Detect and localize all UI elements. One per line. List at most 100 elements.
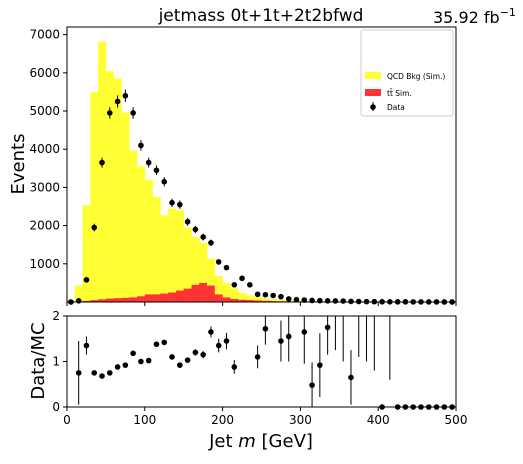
- data-point: [286, 296, 292, 302]
- ratio-point: [317, 362, 323, 368]
- ttbar-bar: [106, 299, 114, 302]
- ttbar-bar: [145, 294, 153, 302]
- ratio-point: [216, 343, 222, 349]
- ratio-point: [224, 338, 230, 344]
- ratio-point: [231, 364, 237, 370]
- x-label-var: m: [238, 431, 256, 452]
- qcd-bar: [114, 79, 122, 299]
- lumi-label: 35.92 fb−1: [433, 6, 516, 27]
- ratio-point: [107, 370, 113, 376]
- ratio-x-tick-label: 400: [367, 413, 390, 427]
- ratio-point: [177, 362, 183, 368]
- data-point: [224, 265, 230, 271]
- ratio-point: [161, 340, 167, 346]
- legend-data-marker: [370, 104, 376, 110]
- qcd-bar: [121, 113, 129, 298]
- ratio-point: [193, 350, 199, 356]
- ratio-point: [200, 352, 206, 358]
- ratio-point: [130, 351, 136, 357]
- data-point: [123, 93, 129, 99]
- qcd-bar: [215, 276, 223, 294]
- data-point: [138, 143, 144, 149]
- ttbar-bar: [191, 285, 199, 302]
- ratio-x-tick-label: 300: [289, 413, 312, 427]
- ttbar-bar: [114, 298, 122, 302]
- ratio-point: [84, 343, 90, 349]
- ratio-point: [208, 329, 214, 335]
- qcd-bar: [262, 299, 270, 301]
- qcd-bar: [223, 283, 231, 298]
- qcd-bar: [176, 210, 184, 290]
- data-point: [161, 179, 167, 185]
- qcd-bar: [230, 288, 238, 299]
- data-point: [154, 167, 160, 173]
- qcd-bar: [153, 197, 161, 294]
- ttbar-bar: [160, 294, 168, 302]
- ttbar-bar: [207, 286, 215, 302]
- ttbar-bar: [129, 297, 137, 302]
- qcd-bar: [160, 215, 168, 293]
- data-point: [247, 282, 253, 288]
- chart-title: jetmass 0t+1t+2t2bfwd: [158, 6, 364, 26]
- ratio-point: [255, 354, 261, 360]
- main-y-tick-label: 7000: [29, 28, 60, 42]
- ratio-data-points: [76, 316, 455, 410]
- x-label-prefix: Jet: [208, 431, 238, 452]
- qcd-bar: [184, 228, 192, 289]
- qcd-bar: [277, 300, 285, 301]
- ratio-point: [76, 370, 82, 376]
- ttbar-bar: [168, 292, 176, 302]
- data-point: [340, 298, 346, 304]
- ratio-plot-frame: [67, 316, 456, 407]
- lumi-value: 35.92 fb: [433, 8, 500, 27]
- legend-label-qcd: QCD Bkg (Sim.): [387, 72, 445, 81]
- data-point: [208, 240, 214, 246]
- ttbar-bar: [121, 298, 129, 302]
- ratio-point: [286, 334, 292, 340]
- main-y-tick-label: 6000: [29, 66, 60, 80]
- qcd-bar: [254, 297, 262, 300]
- data-point: [91, 225, 97, 231]
- legend: QCD Bkg (Sim.) tt̄ Sim. Data: [361, 30, 453, 116]
- ratio-point: [123, 362, 129, 368]
- ratio-y-axis-ticks: 0 1 2: [52, 309, 67, 414]
- ratio-point: [309, 382, 315, 388]
- main-y-tick-label: 1000: [29, 257, 60, 271]
- data-point: [263, 292, 269, 298]
- data-point: [146, 160, 152, 166]
- ratio-point: [301, 329, 307, 335]
- legend-swatch-qcd: [365, 72, 381, 79]
- data-point: [239, 276, 245, 282]
- ttbar-bar: [223, 297, 231, 302]
- data-point: [193, 227, 199, 233]
- ratio-point: [263, 326, 269, 332]
- data-point: [325, 298, 331, 304]
- data-point: [177, 202, 183, 208]
- data-point: [348, 299, 354, 305]
- qcd-bar: [90, 92, 98, 300]
- lumi-exponent: −1: [500, 6, 516, 19]
- ratio-y-tick-label: 1: [52, 355, 60, 369]
- ratio-point: [91, 370, 97, 376]
- ratio-x-tick-label: 200: [211, 413, 234, 427]
- main-y-axis-label: Events: [8, 134, 29, 195]
- qcd-bar: [238, 293, 246, 300]
- main-y-tick-label: 5000: [29, 104, 60, 118]
- ratio-y-axis-label: Data/MC: [28, 322, 49, 399]
- ttbar-bar: [153, 294, 161, 302]
- ratio-y-tick-label: 0: [52, 400, 60, 414]
- qcd-bar: [269, 299, 277, 301]
- ratio-point: [99, 373, 105, 379]
- ratio-point: [154, 341, 160, 347]
- ratio-x-axis-label: Jet m [GeV]: [208, 431, 313, 452]
- legend-label-data: Data: [387, 103, 405, 112]
- data-point: [270, 293, 276, 299]
- ratio-y-tick-label: 2: [52, 309, 60, 323]
- ratio-point: [169, 354, 175, 360]
- qcd-bar: [106, 71, 114, 298]
- ratio-point: [185, 357, 191, 363]
- ttbar-bar: [137, 296, 145, 302]
